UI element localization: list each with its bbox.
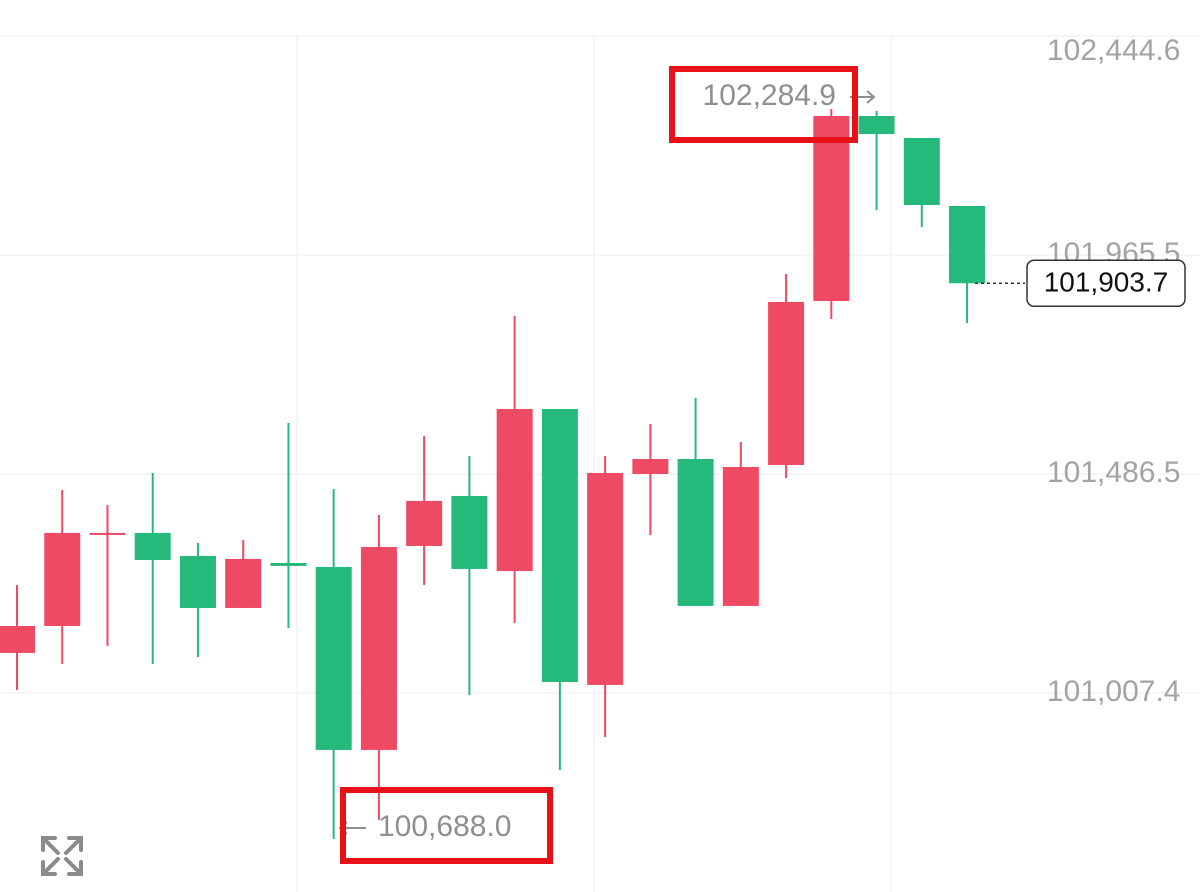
last-price-box	[1026, 259, 1186, 308]
candle-body	[768, 301, 805, 465]
fullscreen-button[interactable]	[36, 830, 88, 882]
highlight-box	[669, 66, 858, 143]
last-price-label: 101,903.7	[1044, 267, 1169, 298]
candles	[0, 109, 986, 839]
candle-body	[496, 408, 533, 571]
icon-part	[41, 836, 60, 855]
candle-body	[0, 625, 35, 653]
candle-body	[722, 466, 759, 606]
candle-body	[225, 558, 262, 608]
candle-body	[813, 115, 850, 301]
candle-body	[89, 532, 126, 535]
candle-body	[903, 137, 940, 206]
candle-body	[270, 562, 307, 566]
vertical-grid	[296, 36, 892, 892]
y-tick-label: 102,444.6	[1047, 34, 1180, 67]
high-label: 102,284.9	[703, 79, 836, 112]
annotations: 102,284.9 100,688.0 101,903.7	[338, 79, 1186, 843]
candle-body	[134, 532, 171, 560]
candle-body	[858, 115, 895, 135]
candle-body	[406, 500, 443, 546]
y-tick-label: 101,007.4	[1047, 675, 1180, 708]
candle-body	[632, 458, 669, 474]
candle-body	[541, 408, 578, 682]
y-tick-label: 101,486.5	[1047, 456, 1180, 489]
candle-body	[587, 472, 624, 685]
icon-part	[64, 857, 83, 876]
low-label: 100,688.0	[378, 810, 511, 843]
candle-body	[360, 546, 397, 750]
icon-part	[64, 836, 83, 855]
candle-body	[451, 495, 488, 569]
candle-body	[949, 206, 986, 284]
candle-body	[44, 532, 81, 626]
candle-body	[179, 555, 216, 608]
horizontal-grid	[0, 35, 1200, 694]
icon-part	[41, 857, 60, 876]
candle-body	[677, 458, 714, 606]
highlight-box	[340, 787, 553, 864]
axis-labels: 100,528.3101,007.4101,486.5101,965.5102,…	[1047, 34, 1180, 708]
candle-body	[315, 566, 352, 750]
